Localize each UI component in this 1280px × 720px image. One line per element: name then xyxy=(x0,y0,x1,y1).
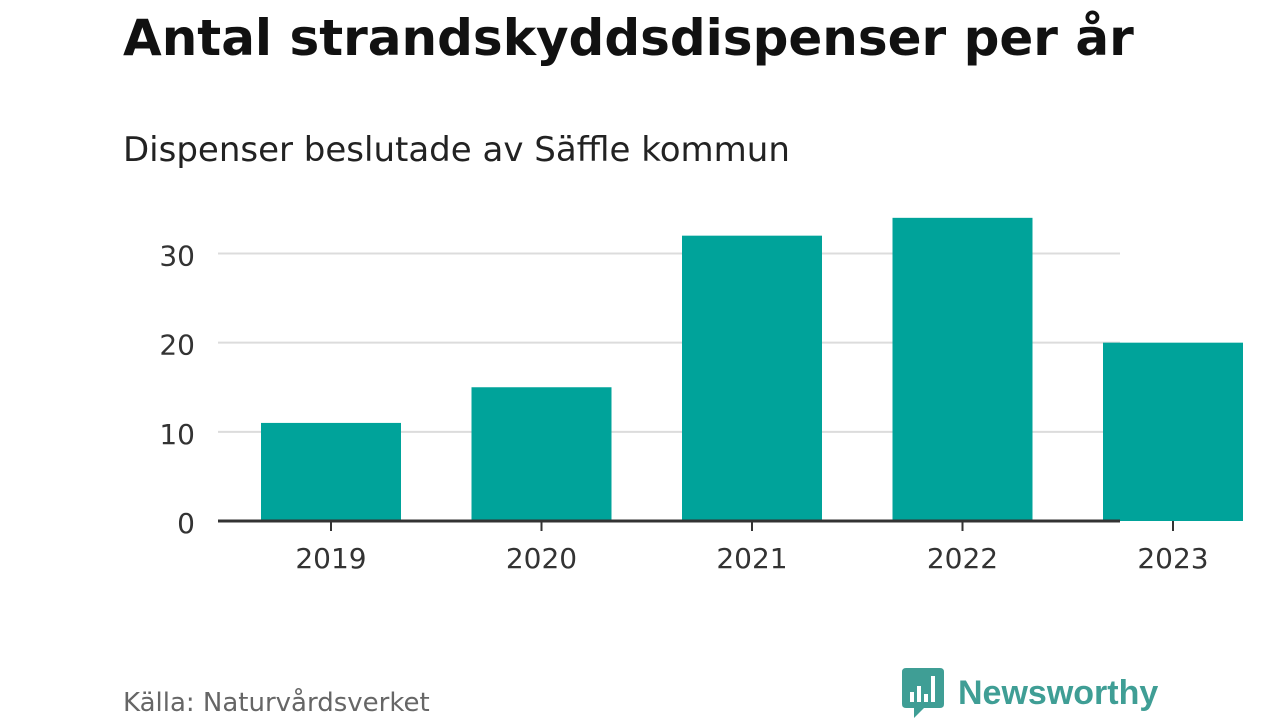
y-tick-label-20: 20 xyxy=(159,329,195,362)
logo-bar-2 xyxy=(917,686,921,702)
bar-2020 xyxy=(471,387,612,521)
bar-2023 xyxy=(1103,342,1243,521)
source-note: Källa: Naturvårdsverket xyxy=(123,688,430,718)
x-tick-label-2020: 2020 xyxy=(506,542,577,575)
x-tick-label-2019: 2019 xyxy=(295,542,366,575)
logo-bar-1 xyxy=(910,692,914,702)
logo-bar-3 xyxy=(924,694,928,702)
bar-2021 xyxy=(682,235,822,521)
y-tick-label-10: 10 xyxy=(159,418,195,451)
bar-2022 xyxy=(892,217,1033,522)
x-tick-label-2022: 2022 xyxy=(927,542,998,575)
logo-bar-4 xyxy=(931,676,935,702)
logo-speech-bubble xyxy=(902,668,944,718)
newsworthy-brand-name: Newsworthy xyxy=(958,674,1159,712)
chart-subtitle: Dispenser beslutade av Säffle kommun xyxy=(123,130,790,170)
x-tick-label-2021: 2021 xyxy=(716,542,787,575)
y-tick-label-30: 30 xyxy=(159,240,195,273)
newsworthy-logo-icon xyxy=(902,668,944,718)
newsworthy-logo: Newsworthy xyxy=(902,668,1158,718)
bar-2019 xyxy=(261,422,401,521)
chart-title: Antal strandskyddsdispenser per år xyxy=(123,9,1134,67)
x-tick-label-2023: 2023 xyxy=(1137,542,1208,575)
y-tick-label-0: 0 xyxy=(177,507,195,540)
